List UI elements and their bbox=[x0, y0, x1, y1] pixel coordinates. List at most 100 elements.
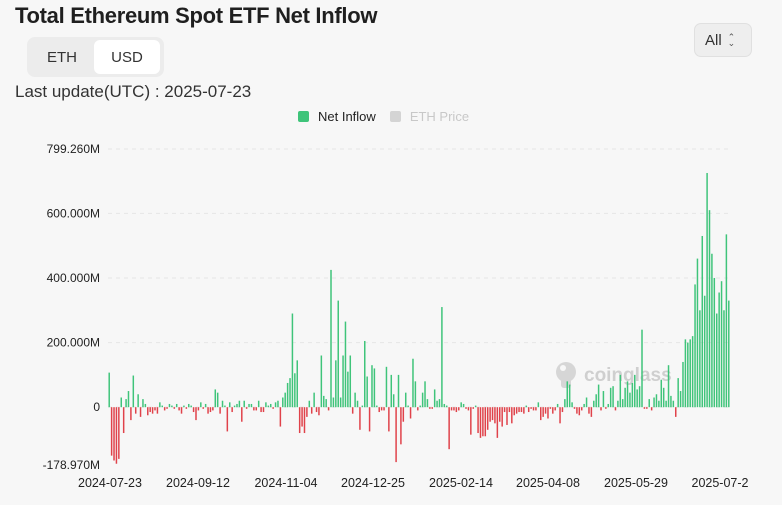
bar[interactable] bbox=[221, 400, 224, 408]
bar[interactable] bbox=[190, 405, 192, 408]
bar[interactable] bbox=[327, 407, 330, 411]
bar[interactable] bbox=[600, 407, 602, 411]
bar[interactable] bbox=[272, 407, 274, 409]
bar[interactable] bbox=[344, 321, 347, 408]
bar[interactable] bbox=[108, 372, 110, 408]
bar[interactable] bbox=[236, 403, 238, 408]
bar[interactable] bbox=[226, 407, 229, 432]
bar[interactable] bbox=[489, 407, 491, 422]
bar[interactable] bbox=[609, 387, 612, 408]
bar[interactable] bbox=[482, 407, 484, 437]
bar[interactable] bbox=[429, 407, 431, 409]
bar[interactable] bbox=[675, 407, 677, 417]
bar[interactable] bbox=[414, 381, 417, 408]
bar[interactable] bbox=[243, 400, 245, 408]
bar[interactable] bbox=[460, 402, 462, 408]
bar[interactable] bbox=[445, 405, 448, 408]
bar[interactable] bbox=[303, 407, 306, 434]
bar[interactable] bbox=[479, 407, 482, 438]
bar[interactable] bbox=[593, 400, 595, 408]
bar[interactable] bbox=[648, 399, 650, 408]
bar[interactable] bbox=[320, 355, 323, 408]
bar[interactable] bbox=[614, 407, 617, 411]
bar[interactable] bbox=[233, 405, 236, 408]
bar[interactable] bbox=[511, 407, 513, 424]
bar[interactable] bbox=[694, 284, 696, 408]
bar[interactable] bbox=[163, 407, 166, 411]
time-range-select[interactable]: All ⌃ ⌄ bbox=[694, 23, 752, 57]
bar[interactable] bbox=[306, 407, 308, 417]
bar[interactable] bbox=[207, 407, 209, 414]
bar[interactable] bbox=[626, 381, 629, 408]
bar[interactable] bbox=[180, 407, 183, 414]
bar[interactable] bbox=[662, 387, 665, 408]
bar[interactable] bbox=[424, 381, 426, 408]
bar[interactable] bbox=[110, 407, 113, 456]
bar[interactable] bbox=[188, 403, 190, 408]
bar[interactable] bbox=[277, 400, 279, 408]
bar[interactable] bbox=[173, 407, 176, 409]
bar[interactable] bbox=[409, 407, 412, 419]
bar[interactable] bbox=[267, 405, 270, 408]
bar[interactable] bbox=[351, 407, 354, 414]
bar[interactable] bbox=[590, 407, 593, 417]
bar[interactable] bbox=[467, 407, 470, 411]
bar[interactable] bbox=[653, 397, 655, 408]
bar[interactable] bbox=[224, 405, 226, 408]
bar[interactable] bbox=[216, 392, 219, 408]
bar[interactable] bbox=[313, 392, 315, 408]
bar[interactable] bbox=[670, 395, 672, 408]
bar[interactable] bbox=[720, 281, 723, 408]
bar[interactable] bbox=[554, 407, 556, 411]
bar[interactable] bbox=[383, 407, 385, 411]
bar[interactable] bbox=[578, 407, 581, 416]
bar[interactable] bbox=[527, 407, 530, 413]
bar[interactable] bbox=[115, 407, 118, 464]
bar[interactable] bbox=[376, 405, 378, 408]
bar[interactable] bbox=[684, 339, 687, 408]
bar[interactable] bbox=[501, 407, 503, 427]
bar[interactable] bbox=[607, 403, 609, 408]
bar[interactable] bbox=[294, 373, 296, 408]
bar[interactable] bbox=[472, 407, 474, 409]
bar[interactable] bbox=[515, 407, 518, 414]
bar[interactable] bbox=[566, 381, 569, 408]
bar[interactable] bbox=[573, 407, 576, 409]
bar[interactable] bbox=[349, 355, 352, 408]
bar[interactable] bbox=[262, 407, 265, 413]
bar[interactable] bbox=[359, 407, 361, 430]
bar[interactable] bbox=[641, 329, 643, 408]
bar[interactable] bbox=[260, 407, 262, 413]
bar[interactable] bbox=[151, 407, 154, 414]
bar[interactable] bbox=[552, 407, 554, 414]
bar[interactable] bbox=[178, 407, 180, 411]
bar[interactable] bbox=[431, 407, 433, 409]
bar[interactable] bbox=[245, 407, 248, 409]
bar[interactable] bbox=[397, 374, 400, 408]
bar[interactable] bbox=[687, 342, 689, 408]
bar[interactable] bbox=[175, 403, 178, 408]
bar[interactable] bbox=[250, 403, 253, 408]
bar[interactable] bbox=[564, 399, 566, 408]
bar[interactable] bbox=[672, 400, 675, 408]
bar[interactable] bbox=[255, 407, 258, 411]
bar[interactable] bbox=[241, 407, 243, 422]
bar[interactable] bbox=[335, 360, 337, 408]
bar[interactable] bbox=[486, 407, 489, 430]
bar[interactable] bbox=[605, 407, 607, 409]
bar[interactable] bbox=[166, 407, 168, 409]
legend-item-eth-price[interactable]: ETH Price bbox=[389, 109, 469, 124]
bar[interactable] bbox=[612, 386, 614, 408]
bar[interactable] bbox=[337, 300, 339, 408]
bar[interactable] bbox=[142, 399, 144, 408]
bar[interactable] bbox=[506, 407, 508, 425]
eth-toggle-button[interactable]: ETH bbox=[47, 48, 77, 66]
bar[interactable] bbox=[715, 313, 718, 408]
bar[interactable] bbox=[212, 407, 214, 411]
bar[interactable] bbox=[462, 403, 465, 408]
bar[interactable] bbox=[636, 389, 638, 408]
bar[interactable] bbox=[323, 395, 325, 408]
bar[interactable] bbox=[113, 407, 115, 461]
bar[interactable] bbox=[588, 407, 590, 414]
bar[interactable] bbox=[706, 172, 708, 408]
